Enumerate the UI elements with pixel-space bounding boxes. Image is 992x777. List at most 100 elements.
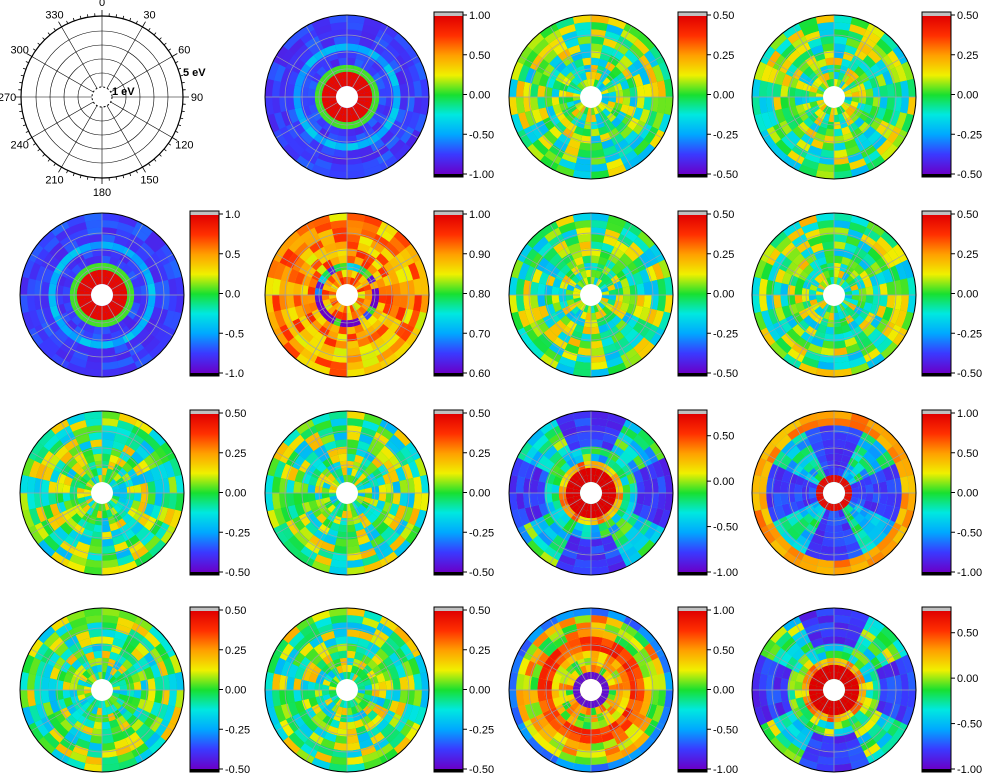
heat-cell <box>848 500 857 509</box>
grid-spoke <box>107 304 144 367</box>
heat-cell <box>509 493 518 512</box>
heat-cell <box>576 280 585 289</box>
heat-cell <box>111 692 120 698</box>
heat-cell <box>351 665 358 674</box>
heat-cell <box>886 295 895 309</box>
heat-cell <box>628 134 645 151</box>
heat-cell <box>632 469 644 483</box>
heat-cell <box>788 698 799 711</box>
heat-cell <box>413 80 422 97</box>
heat-cell <box>149 647 164 664</box>
heat-cell <box>788 274 799 287</box>
heat-cell <box>59 540 76 555</box>
heat-cell <box>287 268 299 284</box>
heat-cell <box>858 493 867 501</box>
heat-cell <box>526 32 545 51</box>
heat-cell <box>311 468 322 479</box>
heat-cell <box>314 751 332 764</box>
heat-cell <box>363 560 383 573</box>
heat-cell <box>372 270 383 281</box>
heat-cell <box>108 478 117 487</box>
heat-cell <box>558 554 576 567</box>
heat-cell <box>813 644 826 655</box>
heat-cell <box>780 241 797 258</box>
heat-cell <box>292 516 306 531</box>
heat-cell <box>55 546 73 561</box>
heat-cell <box>41 676 50 690</box>
disk-outline <box>751 410 917 576</box>
heat-cell <box>907 276 916 295</box>
heat-cell <box>332 712 342 722</box>
heat-cell <box>382 274 393 287</box>
heat-cell <box>560 117 571 128</box>
heat-cell <box>34 522 49 540</box>
heat-cell <box>549 114 561 126</box>
heat-cell <box>69 295 78 303</box>
heat-cell <box>102 411 121 420</box>
heat-cell <box>597 103 606 112</box>
heat-cell <box>347 15 366 24</box>
heat-cell <box>347 432 361 441</box>
panel-r2c3: 0.500.250.00-0.25-0.50 <box>508 209 738 380</box>
heat-cell <box>895 262 908 280</box>
heat-cell <box>379 748 399 764</box>
heat-cell <box>330 361 347 370</box>
heat-cell <box>144 732 161 749</box>
heat-cell <box>577 149 591 158</box>
heat-cell <box>333 629 347 638</box>
heat-cell <box>800 444 814 457</box>
heat-cell <box>287 504 299 520</box>
heat-cell <box>332 65 342 75</box>
heat-cell <box>332 461 342 471</box>
colorbar-tick-label: 1.00 <box>469 209 490 221</box>
heat-cell <box>68 246 82 259</box>
heat-cell <box>864 510 876 522</box>
heat-cell <box>102 432 116 441</box>
heat-cell <box>781 107 793 121</box>
heat-cell <box>606 616 624 629</box>
heat-cell <box>326 447 339 458</box>
heat-cell <box>342 474 347 483</box>
heat-cell <box>596 263 606 273</box>
heat-cell <box>801 287 810 295</box>
heat-cell <box>639 504 651 520</box>
heat-cell <box>615 295 624 303</box>
heat-cell <box>327 670 336 679</box>
heat-cell <box>361 302 370 311</box>
heat-cell <box>354 74 363 83</box>
heat-cell <box>544 348 562 363</box>
heat-cell <box>310 319 323 332</box>
heat-cell <box>870 710 883 724</box>
ref-tick <box>153 158 157 162</box>
heat-cell <box>392 481 401 493</box>
heat-cell <box>882 701 894 717</box>
grid-spoke <box>352 421 389 484</box>
heat-cell <box>841 719 852 729</box>
heat-cell <box>413 278 422 295</box>
heat-cell <box>509 671 518 690</box>
heat-cell <box>379 23 399 39</box>
heat-cell <box>582 326 591 335</box>
ref-grid-spoke <box>110 56 173 93</box>
heat-cell <box>813 51 826 62</box>
heat-cell <box>810 336 824 348</box>
heat-cell <box>632 107 644 121</box>
heat-cell <box>875 455 889 470</box>
heat-cell <box>551 88 560 97</box>
heat-cell <box>606 221 624 234</box>
heat-cell <box>564 630 580 642</box>
heat-cell <box>598 522 609 532</box>
heat-cell <box>539 353 559 369</box>
heat-cell <box>113 235 129 247</box>
heat-cell <box>287 306 299 322</box>
heat-cell <box>369 695 379 705</box>
heat-cell <box>849 705 860 716</box>
heat-cell <box>807 738 823 750</box>
ref-tick <box>79 15 82 19</box>
heat-cell <box>818 156 834 165</box>
ref-tick <box>180 74 184 77</box>
heat-cell <box>49 469 61 483</box>
heat-cell <box>322 457 333 468</box>
heat-cell <box>623 23 643 39</box>
heat-cell <box>367 246 381 259</box>
